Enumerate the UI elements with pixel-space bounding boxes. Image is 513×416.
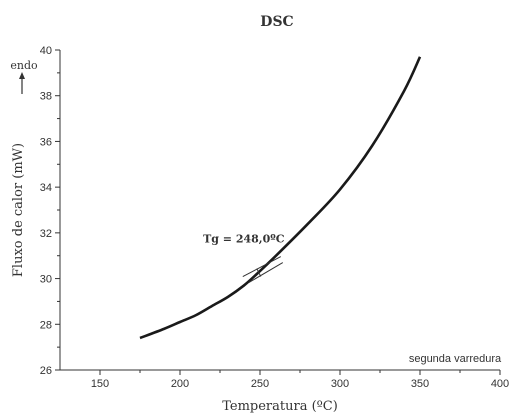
x-ticks: 150 200 250 300 350 400 [91, 370, 509, 390]
tg-step [256, 268, 262, 277]
chart-title: DSC [260, 14, 293, 30]
x-tick-label: 200 [171, 378, 189, 390]
y-ticks: 26 28 30 32 34 36 38 40 [40, 45, 60, 377]
y-tick-label: 40 [40, 45, 52, 57]
y-axis-label: Fluxo de calor (mW) [11, 143, 26, 277]
tg-tangent-lower [248, 262, 284, 284]
series-line [139, 56, 422, 340]
y-tick-label: 34 [40, 182, 52, 194]
tg-tangent-upper [242, 256, 282, 278]
tg-tangent-marker [242, 256, 284, 284]
y-tick-label: 28 [40, 319, 52, 331]
x-tick-label: 300 [331, 378, 349, 390]
y-tick-label: 32 [40, 228, 52, 240]
plot-frame [59, 50, 500, 371]
x-tick-label: 150 [91, 378, 109, 390]
endo-arrow [19, 72, 25, 94]
y-tick-label: 36 [40, 136, 52, 148]
tg-annotation: Tg = 248,0ºC [203, 233, 285, 246]
x-tick-label: 400 [491, 378, 509, 390]
x-tick-label: 350 [411, 378, 429, 390]
y-tick-label: 26 [40, 365, 52, 377]
endo-label: endo [10, 59, 38, 72]
y-tick-label: 30 [40, 274, 52, 286]
y-tick-label: 38 [40, 91, 52, 103]
x-tick-label: 250 [251, 378, 269, 390]
x-axis-label: Temperatura (ºC) [222, 399, 338, 414]
sweep-label: segunda varredura [409, 353, 502, 365]
